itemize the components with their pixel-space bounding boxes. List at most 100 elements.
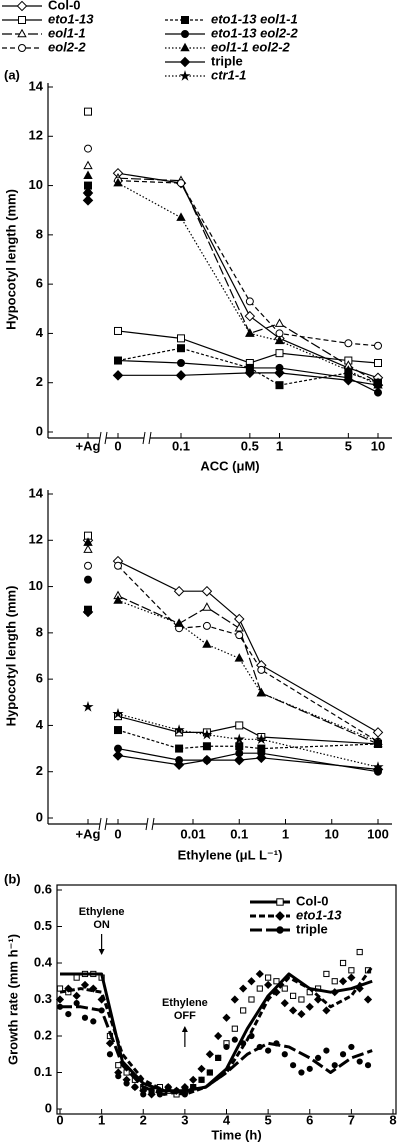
legend-marker: [16, 0, 28, 12]
data-point: [83, 160, 93, 170]
axis-break: [104, 431, 108, 445]
series-line: [117, 565, 379, 743]
data-point: [323, 1047, 330, 1054]
legend-label: eol1-1 eol2-2: [211, 39, 291, 54]
data-point: [233, 754, 245, 766]
data-point: [234, 653, 244, 662]
legend-marker: [181, 30, 189, 38]
data-point: [244, 367, 256, 379]
data-point: [331, 1062, 338, 1069]
data-point: [223, 1043, 230, 1051]
y-tick-label: 0.6: [34, 881, 52, 896]
data-point: [177, 344, 185, 353]
legend-marker: [276, 898, 284, 906]
axis-break: [104, 817, 108, 831]
data-point: [84, 107, 92, 116]
data-point: [348, 1043, 355, 1051]
y-tick-label: 14: [29, 485, 44, 500]
data-point: [234, 622, 244, 632]
annotation: Ethylene: [79, 906, 125, 918]
data-point: [356, 1058, 363, 1065]
data-point: [202, 621, 211, 630]
x-tick-label: 5: [265, 1112, 272, 1127]
x-tick-label: 10: [371, 438, 385, 453]
series-line: [117, 729, 379, 750]
annotation: ON: [93, 919, 110, 931]
data-point: [83, 170, 93, 180]
data-point: [83, 537, 93, 546]
data-point: [298, 996, 305, 1003]
y-tick-label: 2: [36, 374, 43, 389]
data-point: [264, 980, 273, 989]
data-point: [173, 724, 185, 735]
x-tick-label: 0.01: [180, 826, 205, 841]
data-point: [202, 602, 212, 611]
data-point: [84, 561, 92, 570]
data-point: [363, 995, 373, 1004]
arrowhead: [98, 949, 105, 955]
x-tick-label: 0: [114, 826, 121, 841]
x-tick-label: 4: [223, 1112, 231, 1127]
y-tick-label: 12: [29, 532, 43, 547]
data-point: [112, 750, 124, 761]
data-point: [305, 1002, 314, 1011]
y-tick-label: 4: [36, 717, 44, 732]
data-point: [198, 1076, 205, 1083]
data-point: [339, 959, 347, 967]
legend-label: Col-0: [48, 0, 81, 12]
axis-break: [98, 817, 102, 831]
legend-marker: [179, 70, 191, 81]
x-tick-label: 2: [140, 1112, 147, 1127]
axis-break-gap: [144, 432, 150, 444]
legend-label: eto1-13 eol2-2: [211, 25, 298, 40]
data-point: [230, 995, 239, 1004]
data-point: [339, 1051, 347, 1058]
data-point: [115, 1073, 122, 1080]
legend-label: triple: [296, 921, 328, 936]
y-tick-label: 0: [45, 1100, 52, 1115]
data-point: [131, 1084, 139, 1091]
data-point: [90, 1018, 97, 1025]
data-point: [84, 575, 92, 584]
data-point: [177, 359, 185, 367]
axis-break: [148, 431, 152, 445]
data-point: [55, 995, 65, 1004]
legend-label: eto1-13 eol1-1: [211, 11, 298, 26]
data-point: [202, 639, 212, 648]
series-line: [117, 182, 379, 386]
data-point: [372, 761, 384, 772]
data-point: [255, 733, 267, 745]
x-tick-label: 6: [306, 1112, 313, 1127]
data-point: [123, 1080, 130, 1087]
data-point: [202, 742, 211, 751]
data-point: [348, 967, 355, 974]
series-line: [117, 560, 379, 733]
fit-line: [60, 1005, 373, 1096]
legend-marker: [180, 42, 190, 52]
data-point: [201, 728, 213, 740]
legend-marker: [17, 28, 27, 38]
x-tick-label: 0.1: [172, 438, 190, 453]
data-point: [65, 1011, 72, 1018]
data-point: [374, 359, 382, 367]
legend-label: triple: [211, 53, 243, 68]
data-point: [265, 974, 272, 981]
data-point: [281, 985, 288, 992]
data-point: [81, 1014, 89, 1021]
y-tick-label: 10: [29, 578, 43, 593]
axis-break: [151, 817, 155, 831]
x-tick-label: 0: [114, 438, 121, 453]
data-point: [215, 1054, 222, 1062]
y-tick-label: 4: [36, 325, 44, 340]
fit-line: [60, 972, 373, 1093]
data-point: [147, 1090, 156, 1099]
series-line: [117, 754, 379, 770]
data-point: [338, 977, 348, 986]
data-point: [257, 665, 266, 674]
x-tick-label: +Ag: [76, 826, 101, 841]
x-tick-label: 10: [325, 826, 339, 841]
data-point: [175, 370, 187, 381]
legend-label: eol2-2: [48, 39, 86, 54]
data-point: [177, 334, 185, 343]
